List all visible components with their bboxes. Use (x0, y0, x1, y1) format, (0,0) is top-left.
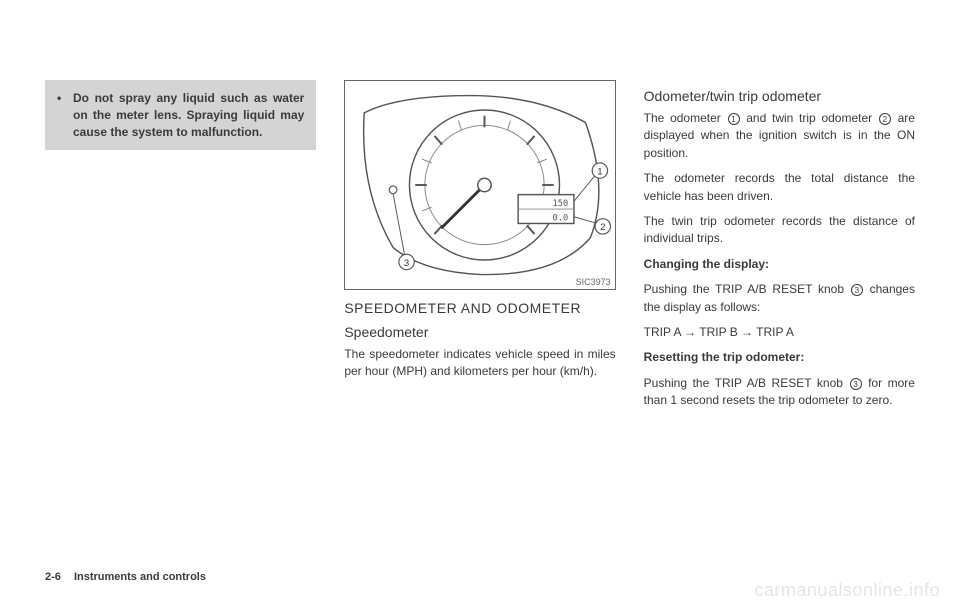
illustration-code: SIC3973 (576, 277, 611, 287)
circled-1-icon: 1 (728, 113, 740, 125)
watermark: carmanualsonline.info (754, 580, 940, 601)
text-fragment: and twin trip odometer (741, 111, 878, 125)
page-footer: 2-6 Instruments and controls (45, 571, 206, 583)
warning-box: • Do not spray any liquid such as water … (45, 80, 316, 150)
page-number: 2-6 (45, 571, 61, 583)
warning-text: Do not spray any liquid such as water on… (73, 91, 304, 139)
text-fragment: The odometer (644, 111, 727, 125)
odometer-p2: The odometer records the total distance … (644, 170, 915, 205)
changing-display-head: Changing the display: (644, 256, 915, 273)
callout-2: 2 (600, 222, 605, 233)
circled-3b-icon: 3 (850, 378, 862, 390)
gauge-svg: 150 0.0 1 2 3 (345, 81, 614, 289)
odometer-p1: The odometer 1 and twin trip odometer 2 … (644, 110, 915, 162)
manual-page: • Do not spray any liquid such as water … (0, 0, 960, 457)
odometer-heading: Odometer/twin trip odometer (644, 88, 915, 104)
speedometer-body: The speedometer indicates vehicle speed … (344, 346, 615, 381)
column-left: • Do not spray any liquid such as water … (45, 80, 316, 417)
column-right: Odometer/twin trip odometer The odometer… (644, 80, 915, 417)
text-fragment: Pushing the TRIP A/B RESET knob (644, 282, 850, 296)
odometer-p3: The twin trip odometer records the dis­t… (644, 213, 915, 248)
lcd-top-value: 150 (553, 199, 569, 209)
reset-body: Pushing the TRIP A/B RESET knob 3 for mo… (644, 375, 915, 410)
speedometer-diagram: 150 0.0 1 2 3 SIC3973 (344, 80, 615, 290)
section-title: SPEEDOMETER AND ODOMETER (344, 300, 615, 316)
reset-head: Resetting the trip odometer: (644, 349, 915, 366)
speedometer-heading: Speedometer (344, 324, 615, 340)
callout-3: 3 (404, 258, 409, 269)
circled-3-icon: 3 (851, 284, 863, 296)
bullet-icon: • (57, 90, 61, 107)
callout-1: 1 (598, 166, 603, 177)
lcd-bottom-value: 0.0 (553, 214, 569, 224)
trip-sequence: TRIP A → TRIP B → TRIP A (644, 324, 915, 341)
circled-2-icon: 2 (879, 113, 891, 125)
text-fragment: Pushing the TRIP A/B RESET knob (644, 376, 849, 390)
chapter-title: Instruments and controls (74, 571, 206, 583)
column-center: 150 0.0 1 2 3 SIC3973 SPEEDOMETER AND OD… (344, 80, 615, 417)
changing-display-body: Pushing the TRIP A/B RESET knob 3 change… (644, 281, 915, 316)
